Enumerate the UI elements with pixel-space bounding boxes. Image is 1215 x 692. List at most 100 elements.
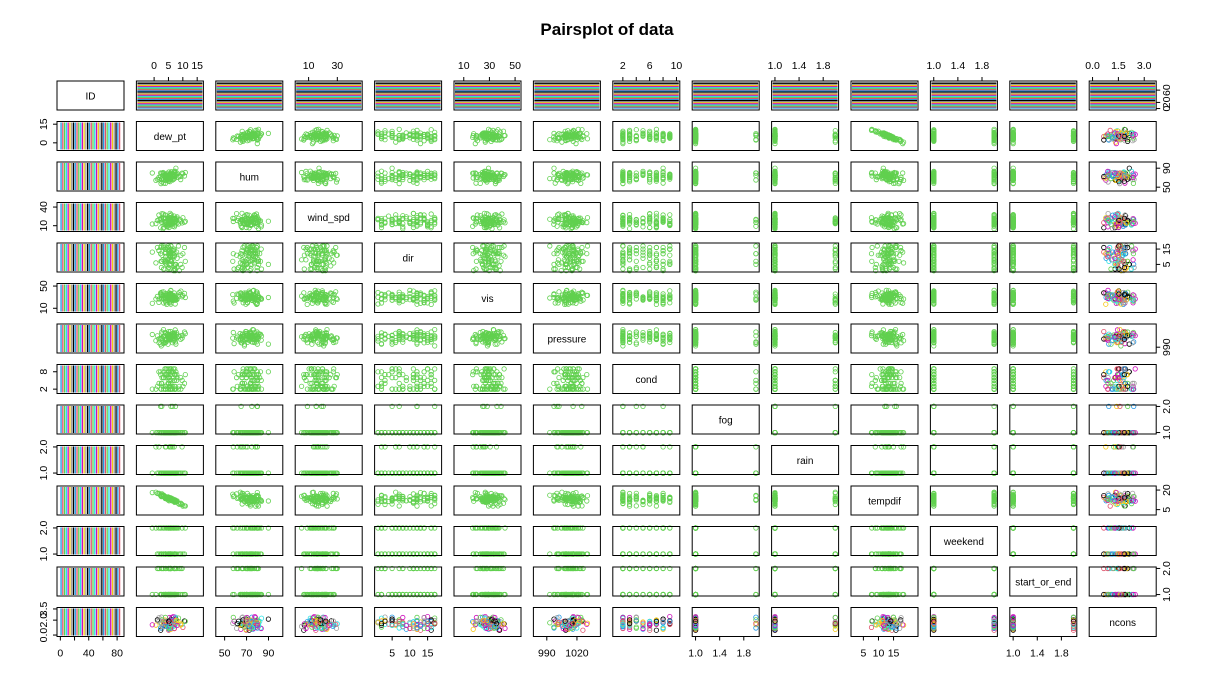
data-point [231,136,237,142]
data-point [753,251,759,257]
data-point [407,133,413,139]
panel-dir-rain [771,242,840,274]
data-point [567,130,573,136]
data-point [330,138,336,144]
data-point [640,128,646,134]
panel-dew_pt-rain [771,121,840,151]
panel-dew_pt-wind_spd [294,121,363,151]
panel-hum-hum: hum [215,161,284,192]
data-point [382,128,388,134]
data-point [640,255,646,261]
data-point [417,141,424,147]
panel-ID-vis [453,80,522,111]
data-point [389,131,395,137]
data-point [396,181,402,187]
panel-frame [1009,202,1078,232]
panel-wind_spd-fog [691,202,760,232]
data-point [298,169,305,176]
panel-hum-tempdif [850,161,919,192]
data-point [230,137,236,143]
panel-hum-dir [374,161,443,192]
data-point [561,133,567,139]
panel-frame [929,121,998,151]
data-point [244,138,250,144]
data-point [653,244,660,251]
data-point [239,210,245,216]
panel-frame [1009,161,1078,192]
panel-wind_spd-dew_pt [135,202,204,232]
panel-dir-cond [612,242,681,274]
data-point [626,138,633,144]
data-point [182,258,188,264]
data-point [547,243,553,249]
data-point [584,136,591,142]
panel-frame [1009,242,1078,273]
panel-hum-cond [612,161,681,192]
data-point [323,137,329,143]
data-point [175,243,182,249]
panel-dir-tempdif [850,242,919,274]
data-point [570,132,576,139]
data-point [149,170,155,176]
panel-frame [135,121,204,151]
data-point [626,257,633,263]
panel-dir-ID [56,242,125,273]
data-point [579,244,585,251]
panel-dew_pt-hum [215,121,284,151]
panel-ID-dir [374,80,443,111]
data-point [382,137,388,143]
panel-dew_pt-start_or_end [1009,121,1078,151]
data-point [647,136,653,142]
panel-ID-start_or_end [1009,80,1078,111]
data-point [620,133,626,139]
data-point [424,132,431,139]
data-point [396,126,402,132]
data-point [313,132,319,139]
panel-frame [1009,80,1078,111]
panel-wind_spd-dir [374,202,443,232]
data-point [868,251,875,257]
data-point [832,243,838,249]
panel-frame [771,121,840,151]
data-point [580,133,586,139]
data-point [428,127,434,133]
data-point [400,133,406,139]
panel-frame [56,121,125,151]
panel-ID-ncons [1088,80,1157,111]
data-point [620,135,626,141]
panel-wind_spd-vis [453,202,522,232]
panel-frame [929,242,998,273]
data-point [620,243,626,249]
panel-dir-dew_pt [135,242,204,274]
panel-frame [1009,121,1078,151]
data-point [640,132,646,139]
data-point [667,135,673,141]
data-point [244,130,250,136]
data-point [753,177,759,183]
data-point [633,127,639,133]
data-point [640,131,646,137]
data-point [258,246,264,252]
data-point [396,133,402,139]
data-point [551,134,557,140]
panel-frame [771,161,840,192]
data-point [424,168,431,174]
panel-ID-rain [771,80,840,111]
panel-hum-ncons [1088,161,1157,192]
data-point [265,218,271,224]
data-point [584,243,591,249]
data-point [498,258,504,264]
panel-dew_pt-pressure [532,121,601,151]
panel-wind_spd-tempdif [850,202,919,232]
panel-ID-fog [691,80,760,111]
data-point [258,266,265,272]
panel-frame [929,80,998,111]
panel-ID-dew_pt [135,80,204,111]
data-point [407,131,413,137]
data-point [421,138,427,144]
data-point [410,133,416,139]
panel-frame [612,121,681,151]
panel-dir-start_or_end [1009,242,1078,274]
data-point [389,165,395,171]
